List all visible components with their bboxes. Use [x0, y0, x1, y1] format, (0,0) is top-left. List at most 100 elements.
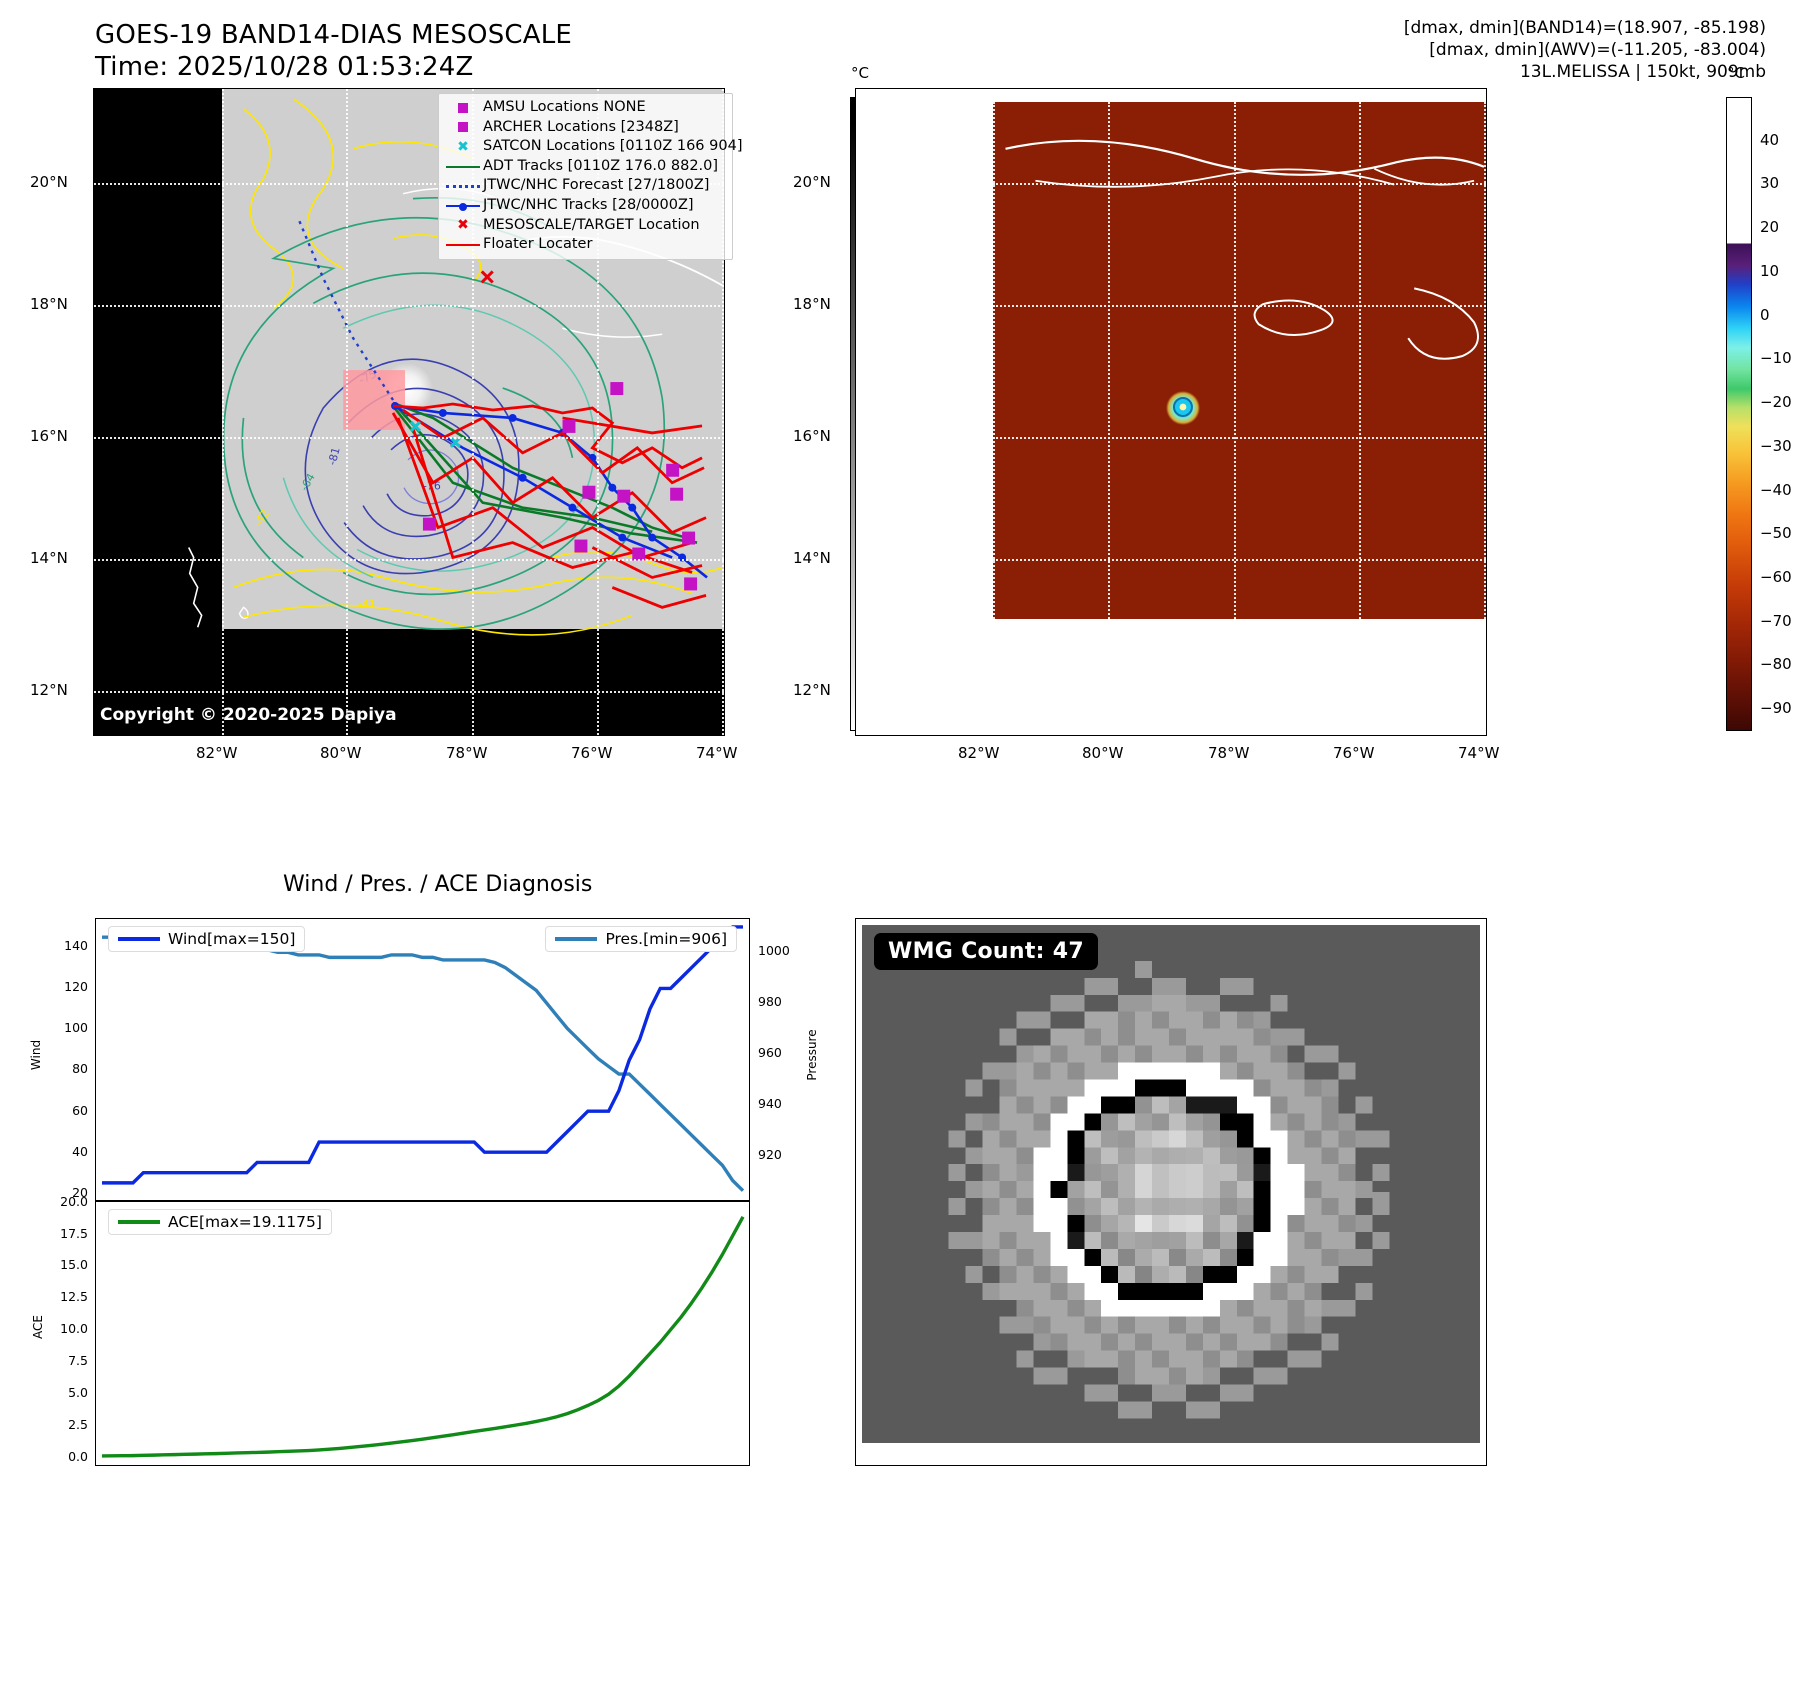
svg-text:-42: -42 — [251, 507, 272, 529]
legend-item-satcon[interactable]: ✖ SATCON Locations [0110Z 166 904] — [443, 137, 742, 157]
ir-lon-label-74w: 74°W — [696, 744, 738, 762]
tracks-line-marker-icon — [443, 202, 483, 211]
svg-text:-81: -81 — [326, 446, 343, 467]
ir-legend[interactable]: AMSU Locations NONE ARCHER Locations [23… — [438, 93, 742, 260]
awv-colorbar — [1726, 97, 1752, 731]
legend-item-archer[interactable]: ARCHER Locations [2348Z] — [443, 118, 726, 138]
ace-line-swatch — [118, 1220, 160, 1224]
wind-pressure-chart[interactable]: Wind[max=150] Pres.[min=906] — [95, 918, 750, 1201]
wmg-panel[interactable]: WMG Count: 47 — [855, 918, 1487, 1466]
wind-line-swatch — [118, 937, 160, 941]
ir-gridline-78w — [472, 89, 474, 735]
legend-item-floater[interactable]: Floater Locater — [443, 235, 726, 255]
ace-axis-title: ACE — [31, 1315, 45, 1339]
ir-lat-label-12n: 12°N — [30, 681, 68, 699]
wind-pressure-plot-area — [101, 925, 745, 1192]
wind-pres-ace-title: Wind / Pres. / ACE Diagnosis — [283, 872, 593, 897]
axis-tick-label: 20.0 — [60, 1193, 88, 1209]
awv-lat-label-14n: 14°N — [793, 549, 831, 567]
colorbar-tick: −80 — [1760, 655, 1792, 674]
awv-colorbar-title: °C — [1727, 64, 1745, 82]
ace-legend-label: ACE[max=19.1175] — [168, 1213, 322, 1231]
wmg-count-badge: WMG Count: 47 — [874, 933, 1098, 970]
ir-gridline-18n — [94, 305, 724, 307]
wind-legend-label: Wind[max=150] — [168, 930, 296, 948]
awv-lon-label-74w: 74°W — [1458, 744, 1500, 762]
axis-tick-label: 15.0 — [60, 1257, 88, 1273]
legend-label: Floater Locater — [483, 236, 593, 253]
wmg-bottom-strip — [862, 1443, 1480, 1459]
ace-legend[interactable]: ACE[max=19.1175] — [108, 1209, 332, 1235]
ir-mask-left — [94, 89, 222, 735]
pressure-legend-label: Pres.[min=906] — [605, 930, 727, 948]
wmg-canvas — [862, 925, 1480, 1459]
axis-tick-label: 960 — [758, 1044, 782, 1060]
ir-gridline-80w — [346, 89, 348, 735]
colorbar-tick: −70 — [1760, 611, 1792, 630]
ir-lon-label-78w: 78°W — [446, 744, 488, 762]
awv-gridline-18n — [993, 305, 1486, 307]
awv-gridline-78w — [1234, 102, 1236, 619]
archer-marker-icon — [443, 122, 483, 133]
legend-label: AMSU Locations NONE — [483, 99, 646, 115]
legend-item-adt[interactable]: ADT Tracks [0110Z 176.0 882.0] — [443, 157, 726, 177]
awv-gridline-20n — [993, 183, 1486, 185]
legend-label: MESOSCALE/TARGET Location — [483, 216, 700, 233]
header-dmax-awv: [dmax, dmin](AWV)=(-11.205, -83.004) — [1429, 40, 1766, 60]
ir-lon-label-80w: 80°W — [320, 744, 362, 762]
legend-item-mesoscale[interactable]: ✖ MESOSCALE/TARGET Location — [443, 216, 726, 236]
adt-line-icon — [443, 165, 483, 168]
colorbar-tick: 10 — [1760, 261, 1780, 280]
awv-lon-label-80w: 80°W — [1082, 744, 1124, 762]
ace-chart[interactable]: ACE[max=19.1175] — [95, 1201, 750, 1466]
pressure-legend[interactable]: Pres.[min=906] — [545, 926, 737, 952]
colorbar-tick: −60 — [1760, 567, 1792, 586]
svg-text:-41: -41 — [358, 597, 376, 610]
awv-lat-label-16n: 16°N — [793, 427, 831, 445]
axis-tick-label: 5.0 — [68, 1385, 88, 1401]
amsu-marker-icon — [443, 102, 483, 113]
legend-item-amsu[interactable]: AMSU Locations NONE — [443, 98, 726, 118]
page-subtitle-time: Time: 2025/10/28 01:53:24Z — [95, 52, 474, 82]
colorbar-tick: −10 — [1760, 349, 1792, 368]
colorbar-tick: 20 — [1760, 218, 1780, 237]
ir-lon-label-76w: 76°W — [571, 744, 613, 762]
colorbar-tick: −40 — [1760, 480, 1792, 499]
awv-gridline-82w — [993, 102, 995, 619]
ir-gridline-14n — [94, 559, 724, 561]
legend-label: ADT Tracks [0110Z 176.0 882.0] — [483, 157, 719, 174]
svg-text:-64: -64 — [298, 471, 318, 493]
ir-lat-label-16n: 16°N — [30, 427, 68, 445]
awv-lon-label-82w: 82°W — [958, 744, 1000, 762]
legend-label: ARCHER Locations [2348Z] — [483, 118, 679, 135]
ir-gridline-16n — [94, 437, 724, 439]
awv-gridline-14n — [993, 559, 1486, 561]
ir-image-background: -75 -81 -76 -64 -42 -41 — [94, 89, 724, 735]
ir-satellite-panel[interactable]: -75 -81 -76 -64 -42 -41 — [93, 88, 742, 736]
axis-tick-label: 7.5 — [68, 1353, 88, 1369]
awv-gridline-76w — [1359, 102, 1361, 619]
colorbar-tick: −30 — [1760, 436, 1792, 455]
axis-tick-label: 40 — [72, 1143, 88, 1159]
legend-item-forecast[interactable]: JTWC/NHC Forecast [27/1800Z] — [443, 176, 726, 196]
axis-tick-label: 120 — [64, 978, 88, 994]
awv-satellite-panel[interactable] — [855, 88, 1487, 736]
axis-tick-label: 60 — [72, 1102, 88, 1118]
colorbar-tick: 30 — [1760, 174, 1780, 193]
awv-lat-label-12n: 12°N — [793, 681, 831, 699]
awv-gridline-16n — [993, 437, 1486, 439]
page-title: GOES-19 BAND14-DIAS MESOSCALE — [95, 20, 573, 50]
legend-item-tracks[interactable]: JTWC/NHC Tracks [28/0000Z] — [443, 196, 726, 216]
colorbar-tick: 0 — [1760, 305, 1770, 324]
axis-tick-label: 1000 — [758, 942, 790, 958]
wind-legend[interactable]: Wind[max=150] — [108, 926, 306, 952]
axis-tick-label: 100 — [64, 1020, 88, 1036]
ace-plot-area — [101, 1215, 745, 1458]
axis-tick-label: 140 — [64, 937, 88, 953]
axis-tick-label: 12.5 — [60, 1289, 88, 1305]
axis-tick-label: 2.5 — [68, 1417, 88, 1433]
colorbar-tick: 40 — [1760, 130, 1780, 149]
axis-tick-label: 940 — [758, 1095, 782, 1111]
axis-tick-label: 920 — [758, 1146, 782, 1162]
